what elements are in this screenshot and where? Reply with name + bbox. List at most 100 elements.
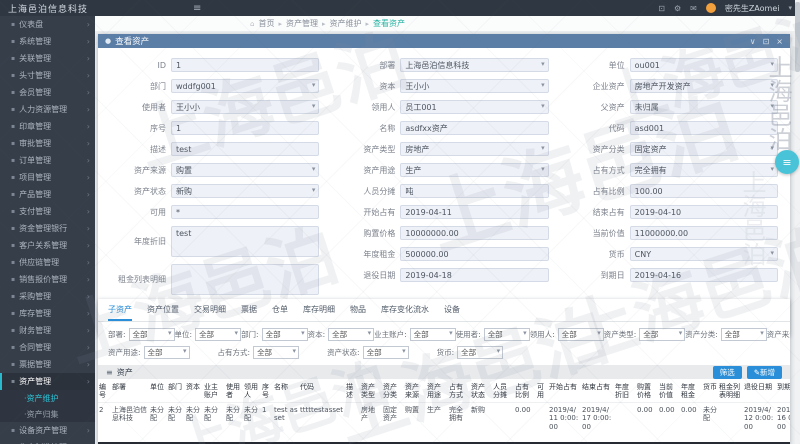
breadcrumb-item[interactable]: 资产管理	[285, 19, 318, 28]
select-field[interactable]: ou001	[629, 58, 778, 72]
sidebar-item-资产管理[interactable]: ▪ 资产管理 ›	[0, 373, 95, 390]
sidebar-item-客户关系管理[interactable]: ▪ 客户关系管理 ›	[0, 237, 95, 254]
username[interactable]: 密先生ZAomei	[724, 3, 780, 13]
gear-icon[interactable]: ⚙	[673, 3, 682, 13]
input-field[interactable]: asdfxx资产	[400, 121, 549, 135]
tab-票据[interactable]: 票据	[241, 305, 257, 314]
sidebar-item-资金管理银行[interactable]: ▪ 资金管理银行 ›	[0, 220, 95, 237]
input-field[interactable]: 1	[171, 58, 320, 72]
tab-资产位置[interactable]: 资产位置	[147, 305, 179, 314]
sidebar-item-审批管理[interactable]: ▪ 审批管理 ›	[0, 135, 95, 152]
input-field[interactable]: 吨	[400, 184, 549, 198]
tab-仓单[interactable]: 仓单	[272, 305, 288, 314]
input-field[interactable]: *	[171, 205, 320, 219]
tab-物品[interactable]: 物品	[350, 305, 366, 314]
input-field[interactable]: test	[171, 142, 320, 156]
collapse-icon[interactable]: ∨	[749, 36, 756, 46]
filter-select[interactable]: 全部	[457, 346, 504, 359]
select-field[interactable]: 购置	[171, 163, 320, 177]
select-field[interactable]: 完全拥有	[629, 163, 778, 177]
filter-select[interactable]: 全部	[261, 328, 308, 341]
tab-库存明细[interactable]: 库存明细	[303, 305, 335, 314]
sidebar-item-人力资源管理[interactable]: ▪ 人力资源管理 ›	[0, 101, 95, 118]
sidebar-item-订单管理[interactable]: ▪ 订单管理 ›	[0, 152, 95, 169]
sidebar-item-财务管理[interactable]: ▪ 财务管理 ›	[0, 322, 95, 339]
sidebar-subitem-资产维护[interactable]: · 资产维护	[0, 390, 95, 406]
select-field[interactable]: 房地产	[400, 142, 549, 156]
sidebar-item-会员管理[interactable]: ▪ 会员管理 ›	[0, 84, 95, 101]
floating-menu-button[interactable]: ≡	[775, 150, 799, 174]
sidebar-item-设备资产管理[interactable]: ▪ 设备资产管理 ›	[0, 422, 95, 439]
mail-icon[interactable]: ✉	[690, 3, 697, 13]
filter-select[interactable]: 全部	[639, 328, 686, 341]
select-field[interactable]: 王小小	[400, 79, 549, 93]
select-field[interactable]: 固定资产	[629, 142, 778, 156]
fullscreen-icon[interactable]: ⊡	[658, 3, 665, 13]
filter-button[interactable]: 筛选	[712, 365, 742, 379]
sidebar-item-库存管理[interactable]: ▪ 库存管理 ›	[0, 305, 95, 322]
select-field[interactable]: 生产	[400, 163, 549, 177]
sidebar-item-关联管理[interactable]: ▪ 关联管理 ›	[0, 50, 95, 67]
sidebar-subitem-资产归集[interactable]: · 资产归集	[0, 406, 95, 422]
sidebar-item-项目管理[interactable]: ▪ 项目管理 ›	[0, 169, 95, 186]
input-field[interactable]: 100.00	[629, 184, 778, 198]
sidebar-item-系统管理[interactable]: ▪ 系统管理 ›	[0, 33, 95, 50]
tab-设备[interactable]: 设备	[444, 305, 460, 314]
input-field[interactable]: 1	[171, 121, 320, 135]
breadcrumb-item[interactable]: 查看资产	[373, 19, 405, 28]
select-field[interactable]: CNY	[629, 247, 778, 261]
input-field[interactable]: 2019-04-18	[400, 268, 549, 282]
filter-select[interactable]: 全部	[143, 346, 190, 359]
input-field[interactable]: test	[171, 226, 320, 257]
sidebar-item-支付管理[interactable]: ▪ 支付管理 ›	[0, 203, 95, 220]
filter-select[interactable]: 全部	[720, 328, 767, 341]
select-field[interactable]: 王小小	[171, 100, 320, 114]
filter-select[interactable]: 全部	[128, 328, 175, 341]
sidebar-item-印章管理[interactable]: ▪ 印章管理 ›	[0, 118, 95, 135]
add-button[interactable]: ✎新增	[746, 365, 782, 379]
sidebar-item-生产制造管理[interactable]: ▪生产制造管理›	[0, 439, 95, 444]
select-field[interactable]: 新购	[171, 184, 320, 198]
breadcrumb-item[interactable]: 首页	[258, 19, 275, 28]
input-field[interactable]: 2019-04-10	[629, 205, 778, 219]
sidebar-item-仪表盘[interactable]: ▪ 仪表盘 ›	[0, 16, 95, 33]
sidebar-item-合同管理[interactable]: ▪ 合同管理 ›	[0, 339, 95, 356]
sidebar-item-产品管理[interactable]: ▪ 产品管理 ›	[0, 186, 95, 203]
input-field[interactable]: asd001	[629, 121, 778, 135]
select-field[interactable]: 房地产开发资产	[629, 79, 778, 93]
input-field[interactable]: 11000000.00	[629, 226, 778, 240]
maximize-icon[interactable]: ⊡	[762, 36, 770, 46]
tab-子资产[interactable]: 子资产	[108, 304, 132, 321]
sidebar-item-销售报价管理[interactable]: ▪ 销售报价管理 ›	[0, 271, 95, 288]
chevron-down-icon[interactable]: ▾	[788, 4, 792, 12]
app-title: 上海邑泊信息科技	[8, 4, 89, 15]
input-field[interactable]	[171, 264, 320, 295]
select-field[interactable]: 未归属	[629, 100, 778, 114]
filter-select[interactable]: 全部	[409, 328, 456, 341]
tab-库存变化流水[interactable]: 库存变化流水	[381, 305, 429, 314]
scrollbar-thumb[interactable]	[795, 2, 800, 72]
input-field[interactable]: 500000.00	[400, 247, 549, 261]
select-field[interactable]: wddfg001	[171, 79, 320, 93]
filter-select[interactable]: 全部	[362, 346, 409, 359]
tab-交易明细[interactable]: 交易明细	[194, 305, 226, 314]
sidebar-item-头寸管理[interactable]: ▪ 头寸管理 ›	[0, 67, 95, 84]
scrollbar-track[interactable]	[795, 0, 800, 444]
close-icon[interactable]: ×	[776, 36, 783, 46]
filter-select[interactable]: 全部	[557, 328, 604, 341]
sidebar-item-供应链管理[interactable]: ▪ 供应链管理 ›	[0, 254, 95, 271]
select-field[interactable]: 上海邑泊信息科技	[400, 58, 549, 72]
sidebar-item-票据管理[interactable]: ▪ 票据管理 ›	[0, 356, 95, 373]
filter-select[interactable]: 全部	[483, 328, 530, 341]
avatar[interactable]	[705, 3, 716, 13]
breadcrumb-item[interactable]: 资产维护	[329, 19, 362, 28]
filter-select[interactable]: 全部	[195, 328, 242, 341]
input-field[interactable]: 2019-04-16	[629, 268, 778, 282]
filter-select[interactable]: 全部	[328, 328, 375, 341]
select-field[interactable]: 员工001	[400, 100, 549, 114]
input-field[interactable]: 2019-04-11	[400, 205, 549, 219]
filter-select[interactable]: 全部	[253, 346, 300, 359]
input-field[interactable]: 10000000.00	[400, 226, 549, 240]
sidebar-item-采购管理[interactable]: ▪ 采购管理 ›	[0, 288, 95, 305]
sidebar-toggle-icon[interactable]: ≡	[193, 2, 202, 14]
